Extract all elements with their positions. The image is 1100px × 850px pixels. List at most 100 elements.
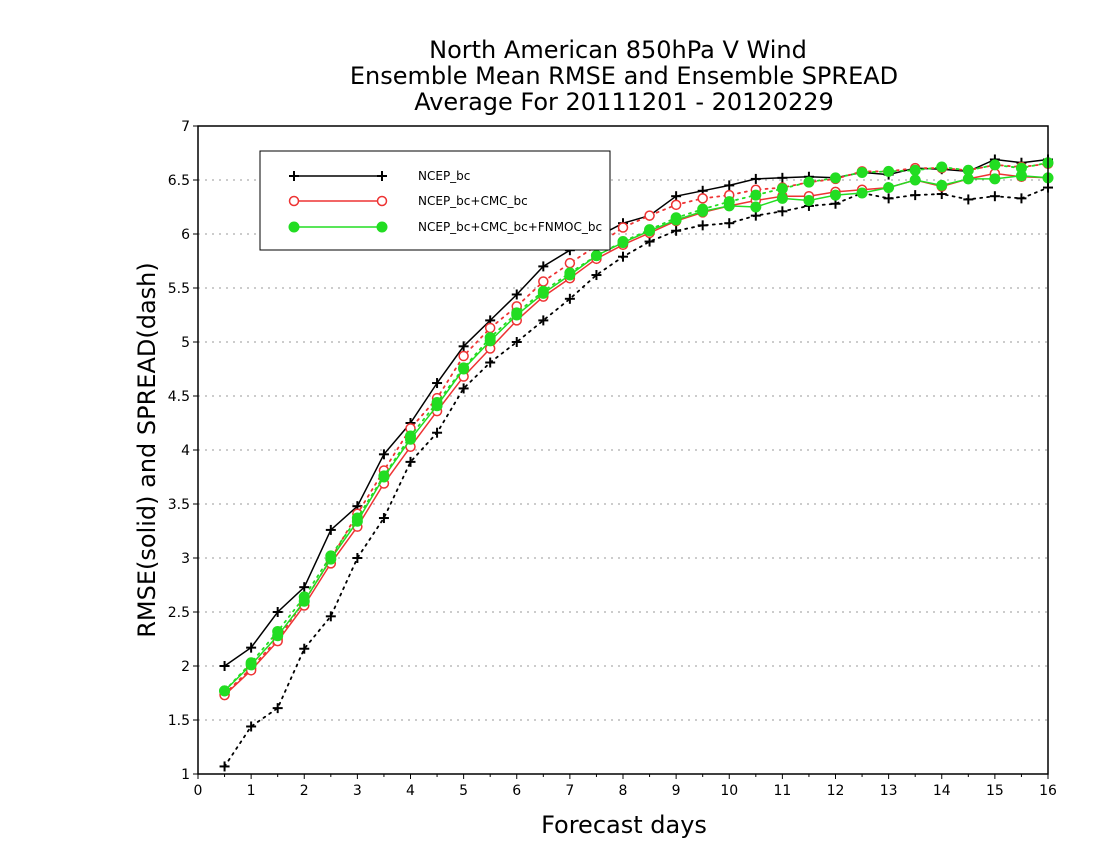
spread-point bbox=[325, 611, 336, 622]
spread-point bbox=[963, 194, 974, 205]
spread-point bbox=[618, 251, 628, 262]
rmse-point bbox=[219, 685, 231, 697]
y-tick-label: 3 bbox=[181, 551, 190, 567]
rmse-point bbox=[298, 595, 310, 607]
spread-point bbox=[1016, 193, 1027, 204]
spread-point bbox=[591, 270, 602, 281]
rmse-point bbox=[670, 214, 682, 226]
rmse-point bbox=[644, 225, 656, 237]
y-tick-label: 1.5 bbox=[168, 713, 190, 729]
rmse-point bbox=[617, 237, 629, 249]
x-tick-label: 3 bbox=[353, 783, 362, 799]
rmse-point bbox=[697, 205, 709, 217]
rmse-point bbox=[962, 173, 974, 185]
legend-marker bbox=[288, 195, 300, 207]
chart-title: North American 850hPa V Wind Ensemble Me… bbox=[350, 36, 898, 116]
spread-point bbox=[856, 166, 868, 178]
rmse-point bbox=[590, 250, 602, 262]
spread-point bbox=[378, 513, 389, 524]
rmse-point bbox=[325, 524, 336, 535]
spread-point bbox=[352, 553, 363, 563]
x-tick-label: 8 bbox=[619, 783, 628, 799]
title-line-3: Average For 20111201 - 20120229 bbox=[414, 88, 834, 116]
y-tick-label: 6.5 bbox=[168, 173, 190, 189]
rmse-point bbox=[830, 189, 841, 201]
y-axis-label: RMSE(solid) and SPREAD(dash) bbox=[133, 262, 161, 638]
rmse-point bbox=[511, 309, 523, 321]
legend-item: NCEP_bc+CMC_bc bbox=[288, 194, 528, 208]
spread-point bbox=[272, 703, 283, 714]
legend-marker bbox=[376, 195, 388, 207]
rmse-point bbox=[564, 269, 576, 281]
rmse-point bbox=[671, 191, 682, 202]
x-tick-label: 11 bbox=[773, 783, 791, 799]
x-axis-label: Forecast days bbox=[541, 811, 707, 839]
rmse-point bbox=[723, 200, 735, 212]
rmse-point bbox=[1015, 170, 1027, 182]
rmse-point bbox=[246, 642, 257, 653]
spread-point bbox=[485, 357, 496, 368]
x-tick-label: 15 bbox=[986, 783, 1004, 799]
rmse-point bbox=[776, 192, 788, 204]
rmse-point bbox=[219, 661, 230, 671]
rmse-point bbox=[245, 659, 257, 671]
spread-point bbox=[830, 172, 841, 184]
rmse-point bbox=[538, 261, 549, 272]
y-tick-label: 2 bbox=[181, 659, 190, 675]
rmse-point bbox=[272, 630, 284, 642]
rmse-point bbox=[378, 471, 390, 483]
rmse-point bbox=[883, 182, 895, 194]
spread-point bbox=[511, 337, 522, 347]
rmse-point bbox=[351, 515, 363, 527]
x-tick-label: 7 bbox=[565, 783, 574, 799]
y-tick-label: 7 bbox=[181, 119, 190, 135]
spread-point bbox=[671, 225, 682, 236]
spread-line bbox=[223, 186, 1049, 768]
spread-point bbox=[936, 161, 948, 173]
rmse-point bbox=[484, 335, 496, 347]
x-tick-label: 4 bbox=[406, 783, 415, 799]
spread-point bbox=[564, 257, 576, 269]
series-layer bbox=[219, 154, 1054, 772]
legend-label: NCEP_bc bbox=[418, 169, 470, 183]
spread-point bbox=[776, 183, 788, 195]
legend-label: NCEP_bc+CMC_bc bbox=[418, 194, 528, 208]
rmse-point bbox=[272, 607, 283, 617]
spread-point bbox=[458, 350, 469, 362]
y-tick-label: 4.5 bbox=[168, 389, 190, 405]
spread-point bbox=[246, 721, 257, 732]
spread-point bbox=[644, 210, 655, 221]
rmse-point bbox=[803, 195, 815, 207]
title-line-1: North American 850hPa V Wind bbox=[429, 36, 807, 64]
rmse-point bbox=[431, 400, 443, 412]
rmse-point bbox=[724, 180, 735, 191]
x-tick-label: 16 bbox=[1039, 783, 1057, 799]
spread-point bbox=[989, 191, 1000, 202]
series-2 bbox=[219, 157, 1054, 697]
spread-point bbox=[617, 222, 629, 233]
y-tick-label: 5 bbox=[181, 335, 190, 351]
rmse-point bbox=[405, 433, 416, 445]
legend-marker bbox=[289, 171, 299, 181]
x-tick-label: 2 bbox=[300, 783, 309, 799]
spread-point bbox=[803, 176, 815, 188]
x-tick-label: 9 bbox=[672, 783, 681, 799]
rmse-point bbox=[537, 287, 549, 299]
legend-marker bbox=[376, 221, 388, 233]
spread-point bbox=[644, 236, 655, 247]
rmse-point bbox=[458, 341, 469, 352]
spread-point bbox=[405, 456, 416, 467]
rmse-point bbox=[909, 174, 921, 186]
spread-point bbox=[219, 761, 230, 772]
rmse-point bbox=[299, 582, 310, 593]
spread-point bbox=[670, 199, 682, 211]
x-tick-label: 6 bbox=[512, 783, 521, 799]
rmse-point bbox=[378, 449, 389, 460]
y-tick-label: 1 bbox=[181, 767, 190, 783]
spread-point bbox=[989, 159, 1001, 171]
x-tick-label: 1 bbox=[247, 783, 256, 799]
spread-point bbox=[538, 276, 549, 287]
title-line-2: Ensemble Mean RMSE and Ensemble SPREAD bbox=[350, 62, 898, 90]
rmse-point bbox=[750, 201, 762, 213]
